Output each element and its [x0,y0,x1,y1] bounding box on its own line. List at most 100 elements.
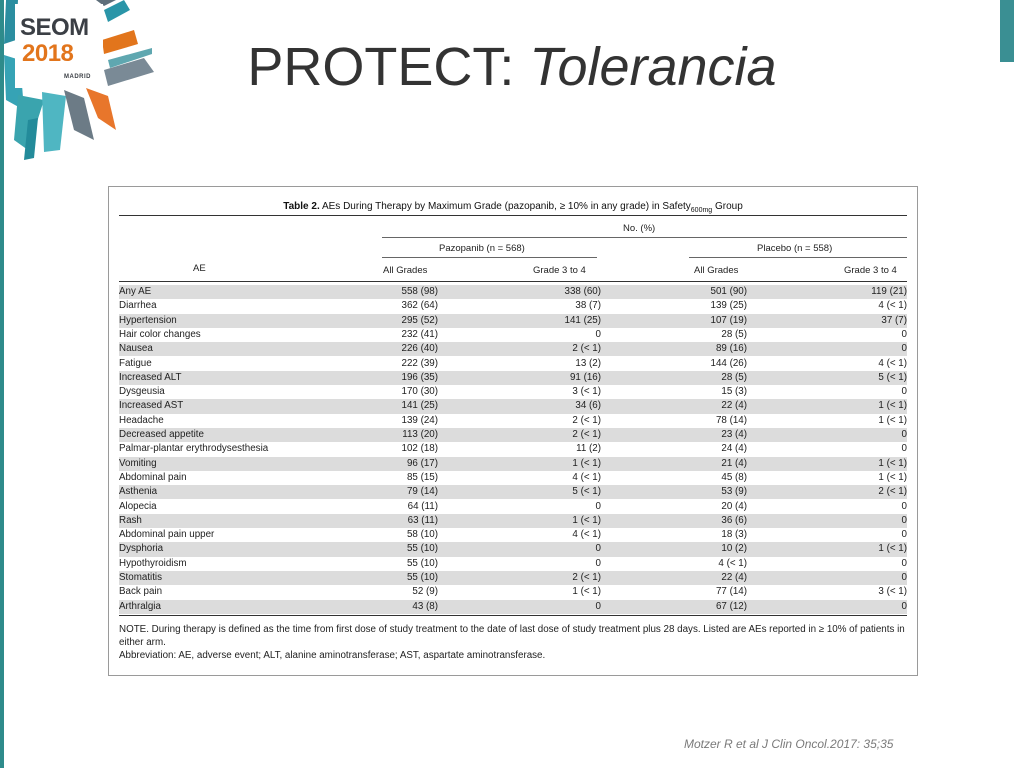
table-row: Stomatitis 55 (10) 2 (< 1) 22 (4) 0 [119,571,907,586]
cell-pazopanib-all-grades: 55 (10) [406,557,438,569]
logo-city: MADRID [64,74,91,80]
cell-placebo-grade34: 37 (7) [881,314,907,326]
cell-pazopanib-grade34: 38 (7) [575,300,601,312]
cell-pazopanib-grade34: 5 (< 1) [572,486,601,498]
cell-placebo-all-grades: 22 (4) [721,400,747,412]
cell-placebo-all-grades: 107 (19) [710,314,748,326]
cell-pazopanib-all-grades: 170 (30) [401,386,439,398]
table-caption-subscript: 600mg [690,207,713,214]
cell-placebo-all-grades: 501 (90) [710,286,748,297]
cell-pazopanib-grade34: 0 [595,500,601,512]
cell-pazopanib-all-grades: 226 (40) [401,343,439,355]
cell-ae-name: Palmar-plantar erythrodysesthesia [119,443,269,455]
table-notes: NOTE. During therapy is defined as the t… [119,623,909,662]
table-row: Nausea 226 (40) 2 (< 1) 89 (16) 0 [119,342,907,357]
cell-ae-name: Increased ALT [119,371,182,383]
cell-pazopanib-grade34: 3 (< 1) [572,386,601,398]
cell-ae-name: Fatigue [119,357,152,369]
cell-placebo-all-grades: 78 (14) [715,414,747,426]
header-rule-placebo [689,257,907,258]
cell-placebo-all-grades: 22 (4) [721,572,747,583]
header-placebo-all-grades: All Grades [694,265,739,276]
cell-placebo-grade34: 4 (< 1) [878,357,907,369]
table-caption-label: Table 2. [283,201,320,212]
cell-pazopanib-all-grades: 141 (25) [401,400,439,412]
cell-pazopanib-all-grades: 55 (10) [406,572,438,583]
table-caption-text: AEs During Therapy by Maximum Grade (paz… [319,201,691,212]
header-rule-bottom [119,281,907,282]
logo-white-box [15,4,103,88]
cell-ae-name: Hypertension [119,314,177,326]
cell-ae-name: Decreased appetite [119,429,204,440]
left-accent-bar [0,0,4,768]
table-row: Abdominal pain 85 (15) 4 (< 1) 45 (8) 1 (< 1… [119,471,907,485]
cell-pazopanib-all-grades: 222 (39) [401,357,439,369]
cell-ae-name: Abdominal pain [119,471,187,483]
cell-pazopanib-grade34: 0 [595,557,601,569]
cell-ae-name: Alopecia [119,500,157,512]
header-pazopanib-grade34: Grade 3 to 4 [533,265,586,276]
table-row: Decreased appetite 113 (20) 2 (< 1) 23 (4) 0 [119,428,907,443]
cell-placebo-all-grades: 15 (3) [721,386,747,398]
slide-title-emphasis: Tolerancia [529,37,777,97]
cell-placebo-grade34: 3 (< 1) [878,586,907,598]
cell-ae-name: Hypothyroidism [119,557,187,569]
cell-ae-name: Arthralgia [119,600,161,612]
cell-ae-name: Diarrhea [119,300,157,312]
cell-placebo-grade34: 2 (< 1) [878,486,907,498]
cell-pazopanib-all-grades: 295 (52) [401,314,439,326]
ae-table-figure: Table 2. AEs During Therapy by Maximum G… [108,186,918,676]
cell-pazopanib-all-grades: 85 (15) [406,471,438,483]
slide-title: PROTECT: Tolerancia [0,36,1024,98]
header-pazopanib: Pazopanib (n = 568) [439,243,525,254]
table-row: Hair color changes 232 (41) 0 28 (5) 0 [119,328,907,342]
cell-placebo-grade34: 0 [901,500,907,512]
table-row: Increased AST 141 (25) 34 (6) 22 (4) 1 (< 1) [119,399,907,414]
cell-pazopanib-grade34: 1 (< 1) [572,586,601,598]
seom-logo: SEOM 2018 MADRID [4,0,154,160]
table-row: Back pain 52 (9) 1 (< 1) 77 (14) 3 (< 1) [119,585,907,599]
cell-placebo-grade34: 0 [901,600,907,612]
table-row: Arthralgia 43 (8) 0 67 (12) 0 [119,599,907,614]
table-row: Dysgeusia 170 (30) 3 (< 1) 15 (3) 0 [119,385,907,399]
cell-placebo-grade34: 119 (21) [871,286,907,297]
logo-year: 2018 [22,40,74,67]
cell-pazopanib-all-grades: 102 (18) [401,443,439,455]
logo-wordmark: SEOM [20,14,89,41]
table-row: Alopecia 64 (11) 0 20 (4) 0 [119,500,907,514]
table-abbreviation: Abbreviation: AE, adverse event; ALT, al… [119,650,546,661]
cell-placebo-grade34: 0 [901,572,907,583]
cell-placebo-grade34: 1 (< 1) [878,414,907,426]
cell-pazopanib-all-grades: 232 (41) [401,328,439,340]
cell-placebo-all-grades: 18 (3) [721,529,747,541]
cell-ae-name: Hair color changes [119,328,201,340]
cell-placebo-all-grades: 21 (4) [721,457,747,469]
cell-placebo-grade34: 0 [901,443,907,455]
header-ae: AE [193,263,206,274]
table-row: Any AE 558 (98) 338 (60) 501 (90) 119 (21) [119,285,907,300]
table-rule-top [119,215,907,216]
cell-placebo-grade34: 5 (< 1) [878,371,907,383]
cell-placebo-all-grades: 45 (8) [721,471,747,483]
table-row: Headache 139 (24) 2 (< 1) 78 (14) 1 (< 1) [119,414,907,428]
cell-pazopanib-grade34: 1 (< 1) [572,457,601,469]
cell-ae-name: Back pain [119,586,163,598]
table-row: Abdominal pain upper 58 (10) 4 (< 1) 18 (3)… [119,528,907,542]
cell-pazopanib-grade34: 2 (< 1) [572,414,601,426]
header-rule-nopct [382,237,907,238]
cell-pazopanib-all-grades: 558 (98) [401,286,439,297]
cell-pazopanib-grade34: 34 (6) [575,400,601,412]
cell-placebo-grade34: 0 [901,429,907,440]
cell-placebo-grade34: 0 [901,557,907,569]
header-rule-pazopanib [382,257,597,258]
cell-pazopanib-grade34: 2 (< 1) [572,429,601,440]
cell-placebo-all-grades: 10 (2) [721,543,747,555]
table-row: Asthenia 79 (14) 5 (< 1) 53 (9) 2 (< 1) [119,485,907,500]
cell-placebo-grade34: 0 [901,386,907,398]
header-pazopanib-all-grades: All Grades [383,265,428,276]
cell-pazopanib-grade34: 4 (< 1) [572,529,601,541]
cell-pazopanib-all-grades: 52 (9) [412,586,438,598]
table-row: Hypertension 295 (52) 141 (25) 107 (19) 37 (… [119,313,907,328]
cell-placebo-grade34: 0 [901,328,907,340]
cell-ae-name: Rash [119,514,142,526]
